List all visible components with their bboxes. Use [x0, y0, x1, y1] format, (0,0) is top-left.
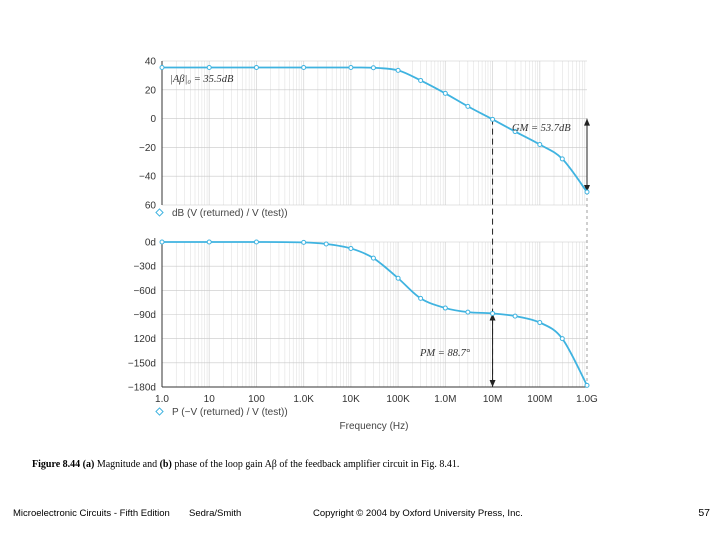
phase-point	[301, 239, 307, 245]
series	[159, 64, 590, 388]
x-tick-label: 10M	[483, 394, 502, 405]
magnitude-point	[395, 67, 401, 73]
magnitude-point	[348, 64, 354, 70]
grid	[161, 60, 587, 388]
x-tick-label: 1.0G	[576, 394, 598, 405]
magnitude-y-tick-label: 40	[145, 57, 157, 68]
magnitude-point	[584, 189, 590, 195]
phase-margin-annotation: PM = 88.7°	[419, 348, 471, 359]
magnitude-point	[512, 129, 518, 135]
annotations: |Aβ|₀ = 35.5dB GM = 53.7dB PM = 88.7°	[170, 74, 571, 359]
phase-point	[465, 309, 471, 315]
legends: dB (V (returned) / V (test)) P (−V (retur…	[155, 208, 288, 418]
footer-book: Microelectronic Circuits - Fifth Edition	[13, 508, 170, 519]
caption-part-a: (a)	[82, 459, 95, 470]
phase-y-tick-label: −60d	[133, 286, 156, 297]
magnitude-y-tick-label: 20	[145, 85, 157, 96]
pm-arrow-head-top	[489, 313, 496, 321]
phase-series-line	[161, 241, 588, 386]
x-tick-label: 1.0K	[293, 394, 314, 405]
phase-point	[559, 336, 565, 342]
dc-gain-annotation: |Aβ|₀ = 35.5dB	[170, 74, 234, 85]
phase-point	[537, 320, 543, 326]
legend-label: P (−V (returned) / V (test))	[172, 407, 288, 418]
bode-plot: 40 20 0 −20 −40 60 0d −30d −60d −90d 120d −150d −180…	[128, 57, 598, 433]
gm-arrow-head-bottom	[584, 185, 590, 193]
x-axis-label: Frequency (Hz)	[340, 421, 409, 432]
legend-label: dB (V (returned) / V (test))	[172, 208, 288, 219]
phase-point	[253, 239, 259, 245]
magnitude-point	[490, 116, 496, 122]
phase-y-tick-label: 0d	[145, 238, 156, 249]
annotation-lines	[489, 118, 590, 387]
figure-caption: Figure 8.44 (a) Magnitude and (b) phase …	[32, 459, 459, 470]
magnitude-point	[301, 64, 307, 70]
x-tick-label: 1.0	[155, 394, 169, 405]
magnitude-y-tick-label: −40	[139, 172, 156, 183]
magnitude-y-tick-label: 60	[145, 201, 157, 212]
phase-point	[512, 313, 518, 319]
phase-point	[206, 239, 212, 245]
phase-point	[442, 305, 448, 311]
x-tick-label: 100	[248, 394, 265, 405]
phase-point	[370, 255, 376, 261]
phase-point	[418, 295, 424, 301]
magnitude-point	[442, 90, 448, 96]
x-tick-label: 100K	[386, 394, 410, 405]
magnitude-point	[206, 64, 212, 70]
phase-point	[490, 310, 496, 316]
legend-marker	[155, 407, 164, 416]
footer-authors: Sedra/Smith	[189, 508, 242, 519]
x-tick-label: 100M	[527, 394, 552, 405]
phase-point	[584, 382, 590, 388]
magnitude-point	[159, 64, 165, 70]
x-tick-label: 10K	[342, 394, 360, 405]
magnitude-point	[537, 142, 543, 148]
x-tick-label: 1.0M	[434, 394, 456, 405]
pm-arrow-head-bottom	[489, 380, 496, 387]
x-tick-label: 10	[204, 394, 216, 405]
magnitude-point	[465, 103, 471, 109]
gm-arrow-head-top	[584, 118, 590, 126]
page-number: 57	[698, 507, 710, 519]
magnitude-point	[370, 65, 376, 71]
magnitude-point	[559, 156, 565, 162]
caption-text-a: Magnitude and	[96, 459, 158, 470]
caption-text-b: phase of the loop gain Aβ of the feedbac…	[174, 459, 460, 470]
phase-y-tick-label: −30d	[133, 262, 156, 273]
phase-y-tick-label: −90d	[133, 310, 156, 321]
magnitude-point	[418, 77, 424, 83]
tick-labels: 40 20 0 −20 −40 60 0d −30d −60d −90d 120d −150d −180…	[128, 57, 598, 433]
legend-marker	[155, 208, 164, 217]
phase-point	[323, 241, 329, 247]
phase-y-tick-label: −150d	[128, 358, 156, 369]
phase-y-tick-label: 120d	[134, 334, 156, 345]
phase-y-tick-label: −180d	[128, 383, 156, 394]
footer-copyright: Copyright © 2004 by Oxford University Pr…	[313, 508, 523, 519]
phase-point	[348, 245, 354, 251]
magnitude-y-tick-label: −20	[139, 143, 156, 154]
phase-point	[395, 275, 401, 281]
caption-part-b: (b)	[159, 459, 172, 470]
gain-margin-annotation: GM = 53.7dB	[512, 123, 571, 134]
caption-label: Figure 8.44	[32, 459, 81, 470]
phase-plot-frame	[161, 242, 587, 388]
magnitude-y-tick-label: 0	[150, 114, 156, 125]
phase-point	[159, 239, 165, 245]
magnitude-point	[253, 64, 259, 70]
